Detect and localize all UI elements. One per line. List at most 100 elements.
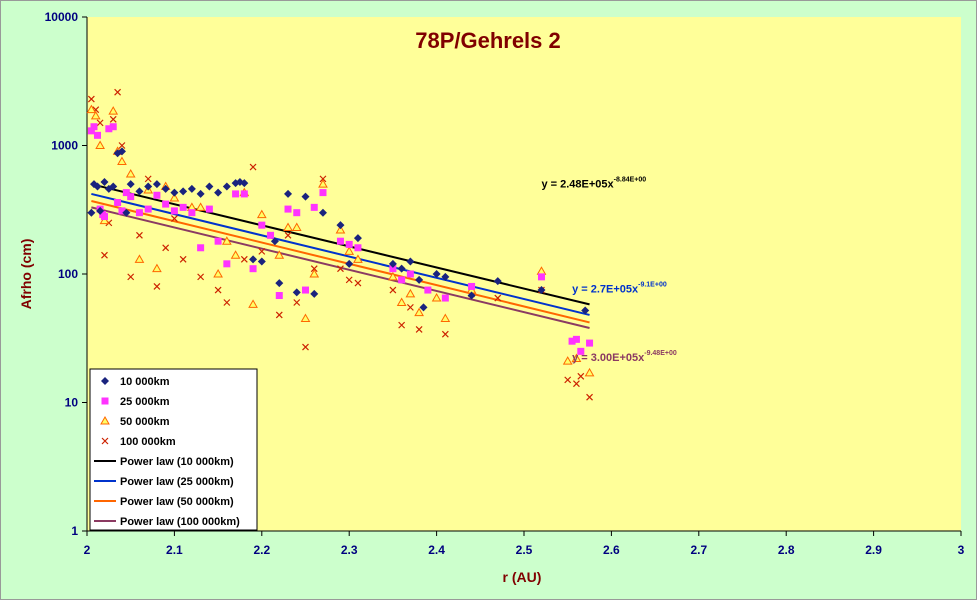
data-point-square	[310, 203, 318, 211]
data-point-square	[568, 337, 576, 345]
data-point-triangle	[584, 367, 595, 377]
fit-equation-exponent: -9.48E+00	[644, 350, 677, 357]
data-point-square	[197, 244, 205, 252]
data-point-square	[424, 286, 432, 294]
x-tick-label: 3	[958, 543, 965, 557]
data-point-x	[87, 95, 95, 103]
fit-equation-exponent: -9.1E+00	[638, 281, 667, 288]
data-point-square	[109, 123, 117, 131]
data-point-square	[122, 189, 130, 197]
x-tick-labels: 2 2.1 2.2 2.3 2.4 2.5 2.6 2.7 2.8 2.9 3	[84, 543, 965, 557]
data-point-square	[398, 276, 406, 284]
x-tick-label: 2.7	[690, 543, 707, 557]
data-point-square	[87, 127, 95, 135]
data-point-triangle	[152, 263, 162, 273]
data-point-diamond	[275, 279, 284, 288]
data-point-diamond	[87, 208, 96, 217]
data-point-triangle	[256, 209, 267, 219]
data-point-x	[302, 343, 309, 351]
data-point-diamond	[406, 257, 415, 266]
x-tick-label: 2.3	[341, 543, 358, 557]
data-point-square	[101, 397, 109, 405]
data-point-diamond	[284, 189, 293, 198]
data-point-diamond	[96, 206, 105, 215]
data-point-square	[406, 270, 414, 278]
legend-entry-label: Power law (100 000km)	[120, 516, 240, 528]
data-point-x	[114, 88, 122, 96]
y-tick-label: 1	[71, 524, 78, 538]
data-point-x	[337, 265, 344, 273]
x-tick-label: 2.9	[865, 543, 882, 557]
data-point-square	[127, 193, 135, 201]
data-point-x	[586, 393, 593, 401]
data-point-x	[170, 215, 178, 222]
data-point-x	[162, 244, 170, 252]
data-point-square	[153, 191, 161, 199]
data-point-x	[214, 286, 222, 294]
y-tick-label: 100	[58, 267, 78, 281]
data-point-diamond	[196, 189, 205, 198]
data-point-diamond	[270, 237, 279, 246]
data-point-diamond	[419, 303, 428, 312]
data-point-square	[284, 205, 292, 213]
data-point-diamond	[170, 188, 179, 197]
data-point-x	[284, 231, 292, 239]
data-point-diamond	[205, 182, 214, 191]
data-point-triangle	[440, 313, 451, 323]
data-point-triangle	[274, 250, 285, 259]
data-point-square	[114, 199, 122, 207]
data-point-square	[93, 131, 101, 139]
data-point-x	[258, 247, 266, 255]
data-point-square	[214, 237, 222, 245]
data-point-triangle	[353, 254, 363, 263]
data-point-triangle	[283, 222, 293, 232]
data-point-diamond	[161, 184, 170, 193]
data-point-square	[468, 282, 476, 290]
data-point-triangle	[195, 202, 206, 211]
x-tick-label: 2.4	[428, 543, 445, 557]
data-point-triangle	[309, 268, 320, 278]
data-point-triangle	[431, 293, 442, 302]
fit-equation: y = 3.00E+05x-9.48E+00	[572, 350, 677, 364]
data-point-x	[319, 175, 327, 183]
y-tick-label: 10000	[45, 10, 79, 24]
data-point-diamond	[101, 377, 109, 385]
data-point-triangle	[571, 353, 582, 362]
data-point-x	[249, 163, 257, 171]
data-point-diamond	[318, 208, 327, 217]
data-point-triangle	[221, 236, 232, 245]
data-point-diamond	[240, 179, 249, 188]
data-point-x	[310, 265, 318, 273]
data-point-x	[494, 294, 502, 302]
data-point-triangle	[86, 104, 97, 114]
fit-equations: y = 2.48E+05x-8.84E+00 y = 2.7E+05x-9.1E+…	[541, 177, 676, 364]
data-point-triangle	[99, 215, 110, 225]
y-tick-labels: 1 10 100 1000 10000	[45, 10, 79, 538]
data-point-x	[109, 115, 117, 123]
data-point-diamond	[249, 255, 258, 264]
data-point-triangle	[562, 356, 573, 365]
x-tick-label: 2.6	[603, 543, 620, 557]
x-tick-label: 2.8	[778, 543, 795, 557]
data-point-diamond	[214, 188, 223, 197]
data-point-square	[135, 209, 143, 217]
data-point-diamond	[301, 192, 310, 201]
data-point-diamond	[179, 187, 188, 196]
x-tick-label: 2	[84, 543, 91, 557]
data-point-square	[258, 221, 266, 229]
data-point-diamond	[222, 182, 231, 191]
data-point-triangle	[291, 222, 302, 232]
data-point-square	[537, 273, 545, 281]
data-point-square	[240, 190, 248, 198]
data-point-triangle	[134, 254, 145, 263]
fit-equation: y = 2.48E+05x-8.84E+00	[541, 177, 646, 191]
data-point-diamond	[388, 259, 397, 268]
x-tick-label: 2.1	[166, 543, 183, 557]
x-axis-title: r (AU)	[503, 569, 542, 585]
data-point-x	[101, 437, 109, 445]
data-point-diamond	[93, 182, 102, 191]
data-point-diamond	[336, 221, 345, 230]
data-point-square	[100, 213, 108, 221]
legend-entry-label: 100 000km	[120, 436, 176, 448]
